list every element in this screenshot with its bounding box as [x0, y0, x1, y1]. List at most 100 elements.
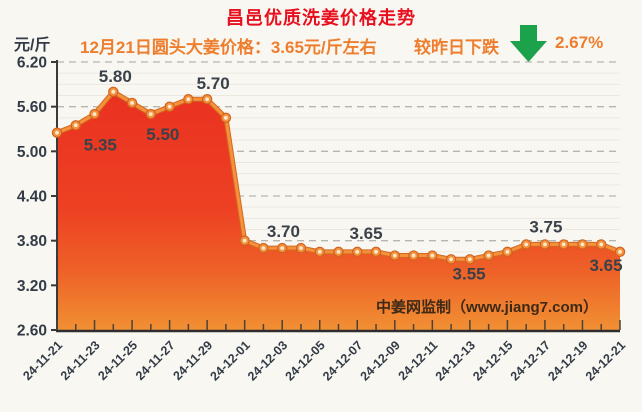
x-axis-tick-label: 24-12-09 [358, 338, 403, 383]
y-axis-tick-label: 5.00 [17, 144, 47, 161]
marker-center [205, 97, 210, 102]
y-axis-unit-label: 元/斤 [14, 37, 51, 54]
data-point-marker[interactable] [183, 94, 194, 105]
data-point-label: 3.65 [589, 256, 622, 275]
y-axis-tick-label: 2.60 [17, 323, 47, 340]
x-axis-tick-label: 24-12-15 [470, 338, 515, 383]
marker-center [130, 101, 134, 105]
marker-center [111, 89, 116, 94]
x-axis-tick-label: 24-12-19 [545, 338, 590, 383]
data-point-marker[interactable] [201, 94, 213, 105]
x-axis-tick-label: 24-11-23 [58, 338, 103, 383]
data-point-marker[interactable] [239, 235, 250, 246]
data-point-marker[interactable] [389, 250, 400, 261]
data-point-marker[interactable] [220, 112, 232, 124]
down-arrow-icon [510, 25, 547, 62]
data-point-marker[interactable] [502, 246, 513, 258]
marker-center [186, 97, 191, 102]
data-point-marker[interactable] [445, 254, 457, 265]
marker-center [73, 123, 78, 128]
page-title: 昌邑优质洗姜价格走势 [226, 8, 416, 28]
data-point-marker[interactable] [258, 242, 269, 254]
data-point-label: 3.70 [267, 222, 300, 241]
data-point-marker[interactable] [352, 246, 363, 258]
change-direction-label: 较昨日下跌 [414, 38, 499, 57]
data-point-label: 3.75 [529, 217, 562, 236]
data-point-marker[interactable] [539, 239, 551, 250]
marker-center [392, 253, 397, 258]
marker-center [55, 130, 59, 135]
data-point-label: 5.70 [197, 74, 230, 93]
data-point-marker[interactable] [427, 250, 438, 261]
y-axis-tick-label: 5.60 [17, 99, 47, 116]
data-point-label: 5.80 [99, 67, 132, 86]
data-point-label: 3.65 [349, 224, 382, 243]
data-point-marker[interactable] [408, 250, 419, 261]
data-point-marker[interactable] [333, 246, 344, 258]
x-axis-tick-label: 24-11-25 [95, 338, 140, 383]
data-point-marker[interactable] [558, 239, 569, 250]
marker-center [148, 112, 153, 117]
change-percentage: 2.67% [555, 33, 604, 52]
x-axis-tick-label: 24-12-17 [508, 338, 553, 383]
marker-center [580, 242, 585, 247]
data-point-marker[interactable] [464, 254, 476, 265]
data-point-marker[interactable] [89, 108, 100, 120]
watermark: 中姜网监制（www.jiang7.com） [376, 299, 598, 316]
data-point-label: 3.55 [453, 264, 486, 283]
marker-center [411, 253, 416, 258]
marker-center [317, 249, 322, 254]
marker-center [430, 253, 435, 258]
marker-center [299, 246, 303, 251]
marker-center [467, 257, 472, 262]
data-point-label: 5.50 [146, 125, 179, 144]
x-axis-tick-label: 24-12-03 [245, 338, 290, 383]
data-point-marker[interactable] [614, 246, 626, 258]
marker-center [618, 249, 622, 254]
area-fill [57, 91, 620, 331]
marker-center [524, 242, 529, 247]
data-point-label: 5.35 [84, 135, 117, 154]
marker-center [92, 112, 97, 117]
data-point-marker[interactable] [520, 239, 532, 250]
data-point-marker[interactable] [126, 97, 138, 109]
marker-center [486, 253, 491, 258]
price-subtitle: 12月21日圆头大姜价格：3.65元/斤左右 [80, 38, 377, 57]
data-point-marker[interactable] [596, 239, 607, 250]
y-axis-tick-label: 6.20 [17, 55, 47, 72]
data-point-marker[interactable] [70, 120, 81, 131]
y-axis-tick-label: 3.20 [17, 278, 47, 295]
marker-center [505, 249, 510, 254]
data-point-marker[interactable] [295, 242, 307, 254]
marker-center [374, 249, 378, 254]
data-point-marker[interactable] [577, 239, 588, 250]
data-point-marker[interactable] [370, 246, 382, 258]
data-point-marker[interactable] [314, 246, 325, 258]
marker-center [224, 115, 228, 120]
marker-center [242, 238, 247, 243]
data-point-marker[interactable] [164, 101, 175, 112]
marker-center [449, 257, 453, 262]
x-axis-tick-label: 24-12-01 [208, 338, 253, 383]
data-point-marker[interactable] [145, 108, 157, 120]
marker-center [336, 249, 341, 254]
x-axis-tick-label: 24-11-21 [20, 338, 65, 383]
x-axis-tick-label: 24-11-27 [133, 338, 178, 383]
x-axis-tick-label: 24-12-13 [433, 338, 478, 383]
y-axis-tick-label: 3.80 [17, 233, 47, 250]
marker-center [261, 246, 266, 251]
marker-center [599, 242, 604, 247]
marker-center [561, 242, 566, 247]
down-arrow-shape [510, 25, 547, 62]
data-point-marker[interactable] [483, 250, 494, 261]
data-point-marker[interactable] [108, 86, 119, 97]
data-point-marker[interactable] [51, 127, 63, 138]
x-axis-tick-label: 24-12-07 [320, 338, 365, 383]
data-point-marker[interactable] [277, 242, 288, 254]
x-axis-tick-label: 24-12-11 [396, 338, 441, 383]
marker-center [280, 246, 285, 251]
marker-center [167, 104, 172, 109]
marker-center [355, 249, 360, 254]
x-axis-tick-label: 24-12-21 [583, 338, 628, 383]
